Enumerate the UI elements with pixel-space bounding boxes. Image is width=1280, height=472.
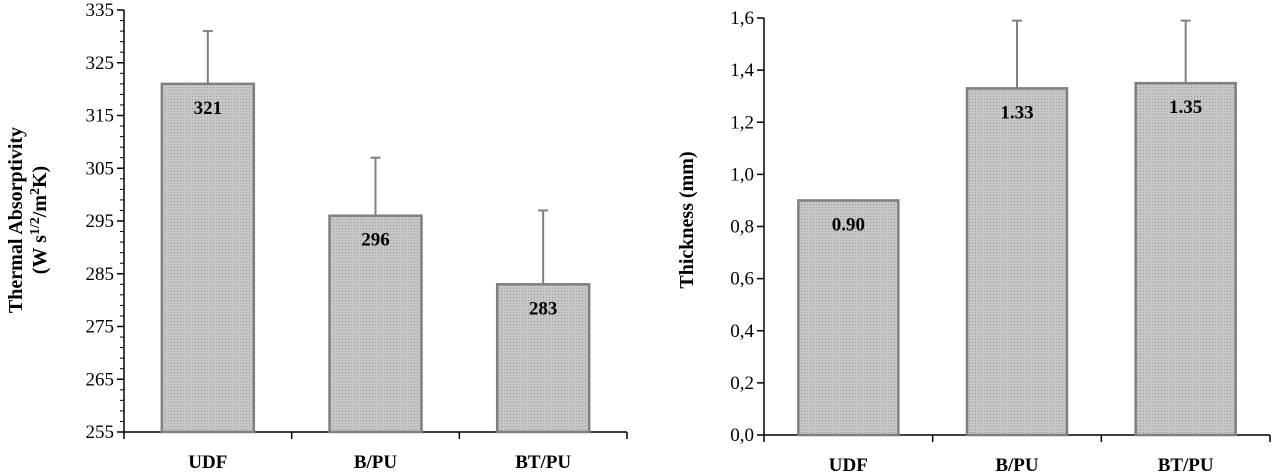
left-y-tick-label: 285 xyxy=(86,264,115,285)
right-y-tick-label: 1,4 xyxy=(730,60,754,81)
right-y-tick-label: 0,2 xyxy=(730,373,754,394)
left-y-axis-title: Thermal Absorptivity (W s1/2/m2K) xyxy=(5,127,51,313)
left-y-tick-label: 305 xyxy=(86,158,115,179)
right-y-tick-label: 0,0 xyxy=(730,425,754,446)
right-y-tick-label: 0,4 xyxy=(730,321,754,342)
right-data-label: 1.35 xyxy=(1169,97,1202,118)
right-category-label: UDF xyxy=(829,455,868,472)
right-y-tick-label: 1,6 xyxy=(730,8,754,29)
left-bar-udf xyxy=(160,82,256,434)
right-category-label: B/PU xyxy=(995,455,1039,472)
left-y-axis-title-line1: Thermal Absorptivity xyxy=(5,127,27,313)
left-data-label: 321 xyxy=(194,98,223,119)
right-bar-b-pu xyxy=(965,87,1069,437)
left-data-label: 296 xyxy=(361,230,390,251)
left-y-tick-label: 275 xyxy=(86,317,115,338)
left-y-tick-label: 335 xyxy=(86,0,115,21)
right-y-tick-label: 0,6 xyxy=(730,269,754,290)
left-category-label: B/PU xyxy=(354,452,398,472)
right-category-label: BT/PU xyxy=(1158,455,1214,472)
right-data-label: 0.90 xyxy=(832,214,865,235)
left-chart-thermal-absorptivity: 255 265 275 285 295 305 315 325 335 321 UDF 296 B/PU… xyxy=(86,0,628,472)
left-data-label: 283 xyxy=(529,298,558,319)
left-category-label: UDF xyxy=(188,452,227,472)
right-bar-bt-pu xyxy=(1134,81,1237,437)
right-chart-thickness: 0,0 0,2 0,4 0,6 0,8 1,0 1,2 1,4 1,6 0.90 UDF 1.33 B/… xyxy=(730,8,1271,472)
left-category-label: BT/PU xyxy=(515,452,571,472)
left-y-tick-label: 315 xyxy=(86,106,115,127)
left-bar-bt-pu xyxy=(495,283,591,434)
left-y-tick-label: 295 xyxy=(86,211,115,232)
left-y-tick-label: 255 xyxy=(86,422,115,443)
right-y-axis-title: Thickness (mm) xyxy=(676,151,698,288)
right-y-tick-label: 0,8 xyxy=(730,217,754,238)
right-data-label: 1.33 xyxy=(1000,102,1033,123)
left-y-tick-label: 325 xyxy=(86,53,115,74)
right-bar-udf xyxy=(797,199,900,437)
left-y-tick-label: 265 xyxy=(86,369,115,390)
left-bar-b-pu xyxy=(328,214,423,434)
right-y-tick-label: 1,0 xyxy=(730,164,754,185)
right-y-tick-label: 1,2 xyxy=(730,112,754,133)
left-y-axis-title-line2: (W s1/2/m2K) xyxy=(28,166,51,274)
